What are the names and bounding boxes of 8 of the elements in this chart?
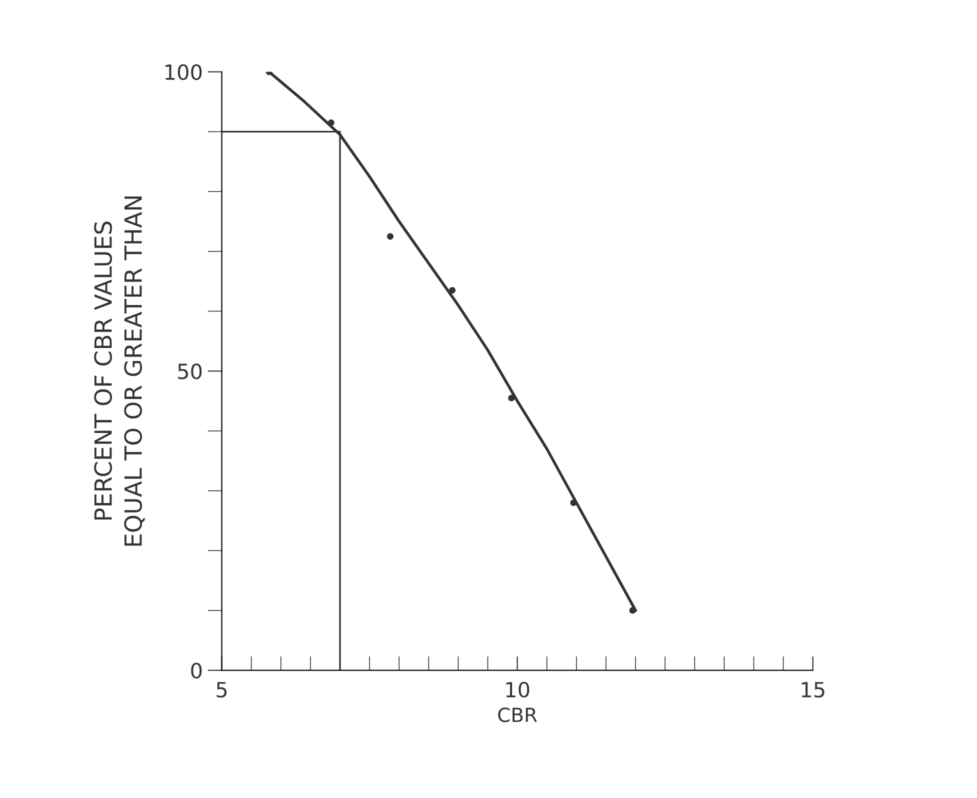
- y-tick-label: 100: [166, 64, 202, 80]
- x-tick-label: 10: [506, 682, 530, 698]
- y-tick-label: 0: [191, 662, 202, 679]
- y-axis-title: PERCENT OF CBR VALUES EQUAL TO OR GREATER THAN: [94, 196, 145, 546]
- x-tick-label: 15: [802, 682, 824, 698]
- x-axis-title: CBR: [498, 707, 537, 722]
- y-tick-label: 50: [178, 364, 202, 380]
- x-tick-label: 5: [216, 682, 227, 698]
